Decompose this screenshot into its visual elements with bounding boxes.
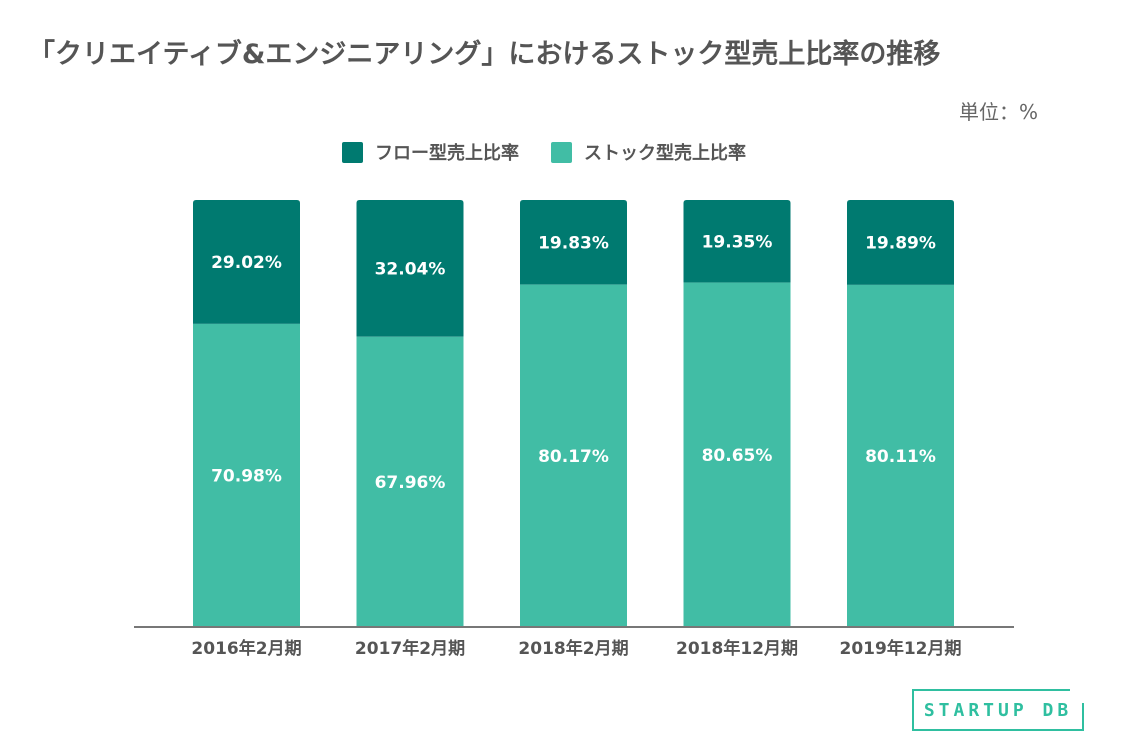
bar-flow-0: [193, 200, 300, 324]
legend: フロー型売上比率 ストック型売上比率: [342, 139, 778, 165]
category-label-0: 2016年2月期: [191, 638, 301, 659]
bar-flow-1: [356, 200, 464, 337]
legend-item-flow: フロー型売上比率: [342, 139, 519, 165]
label-stock-1: 67.96%: [375, 473, 446, 493]
legend-label-flow: フロー型売上比率: [375, 143, 519, 164]
category-label-1: 2017年2月期: [355, 638, 465, 659]
label-stock-3: 80.65%: [702, 446, 773, 466]
category-label-3: 2018年12月期: [676, 638, 798, 659]
chart-title: 「クリエイティブ&エンジニアリング」におけるストック型売上比率の推移: [28, 39, 941, 70]
bar-stock-2: [520, 284, 627, 627]
startup-db-logo: STARTUP DB: [912, 689, 1084, 731]
category-label-4: 2019年12月期: [840, 638, 962, 659]
label-stock-4: 80.11%: [865, 447, 936, 467]
label-flow-4: 19.89%: [865, 233, 936, 253]
label-stock-2: 80.17%: [538, 447, 609, 467]
unit-label: 単位：%: [958, 100, 1038, 124]
label-flow-1: 32.04%: [375, 259, 446, 279]
bar-stock-4: [847, 284, 954, 627]
legend-item-stock: ストック型売上比率: [551, 139, 746, 165]
category-label-2: 2018年2月期: [518, 638, 628, 659]
legend-swatch-flow: [342, 141, 363, 163]
bar-stock-3: [683, 282, 791, 627]
bar-flow-3: [683, 200, 791, 283]
label-flow-0: 29.02%: [211, 253, 282, 273]
label-stock-0: 70.98%: [211, 466, 282, 486]
bar-flow-4: [847, 200, 954, 285]
legend-swatch-stock: [551, 141, 572, 163]
bar-stock-0: [193, 323, 300, 627]
bar-flow-2: [520, 200, 627, 285]
legend-label-stock: ストック型売上比率: [584, 143, 746, 164]
bar-stock-1: [356, 336, 464, 627]
label-flow-2: 19.83%: [538, 233, 609, 253]
label-flow-3: 19.35%: [702, 232, 773, 252]
